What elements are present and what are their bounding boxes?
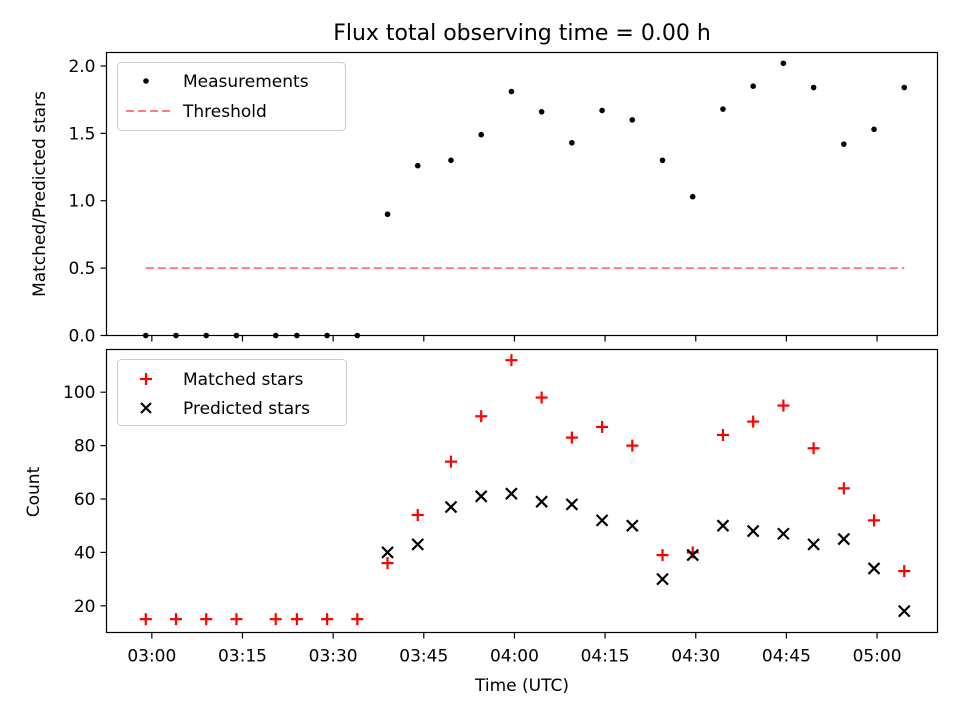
x-tick-label: 04:00 (490, 647, 539, 667)
measurements-point (780, 60, 787, 67)
measurements-point (810, 84, 817, 91)
bottom-y-axis-label: Count (24, 466, 44, 517)
matched-stars-point (716, 428, 729, 441)
legend-threshold-label: Threshold (182, 102, 267, 122)
matched-stars-point (269, 613, 282, 626)
bottom-plot-frame (105, 348, 939, 634)
matched-stars-point (321, 613, 334, 626)
x-tick-label: 03:30 (309, 647, 358, 667)
matched-stars-point (898, 565, 911, 578)
predicted-stars-point (807, 538, 820, 551)
matched-stars-point (475, 410, 488, 423)
predicted-stars-point (474, 490, 488, 503)
measurements-point (599, 107, 605, 114)
matched-stars-point (656, 549, 669, 562)
measurements-point (871, 126, 877, 133)
predicted-stars-point (505, 487, 518, 500)
top-y-tick-label: 0.0 (68, 327, 95, 347)
bottom-y-tick-label: 100 (63, 383, 95, 403)
chart-title: Flux total observing time = 0.00 h (333, 21, 711, 46)
x-tick-label: 04:30 (671, 647, 720, 667)
predicted-stars-point (686, 548, 700, 562)
measurements-point (720, 106, 726, 112)
predicted-stars-point (716, 519, 730, 532)
top-legend: Measurements Threshold (117, 62, 346, 131)
x-tick-label: 04:15 (581, 647, 630, 667)
matched-stars-point (837, 482, 850, 495)
matched-stars-point (200, 613, 213, 626)
matched-stars-point (596, 420, 609, 433)
predicted-stars-point (746, 524, 760, 538)
measurements-point (478, 131, 485, 138)
predicted-stars-point (565, 498, 579, 511)
bottom-legend: Matched stars Predicted stars (117, 359, 347, 426)
measurements-point (901, 84, 908, 91)
bottom-y-tick-label: 20 (74, 597, 96, 617)
measurements-point (750, 83, 756, 89)
legend-matched-marker (140, 373, 152, 385)
measurements-point (689, 193, 696, 200)
top-y-tick-label: 2.0 (68, 57, 95, 77)
matched-stars-point (807, 442, 820, 455)
bottom-y-tick-label: 60 (74, 490, 96, 510)
legend-predicted-label: Predicted stars (183, 399, 310, 419)
matched-stars-point (505, 354, 518, 367)
predicted-stars-point (867, 562, 881, 575)
legend-matched-label: Matched stars (183, 370, 303, 390)
predicted-stars-point (626, 519, 639, 532)
measurements-point (538, 108, 545, 115)
measurements-point (841, 141, 847, 147)
legend-measurements-label: Measurements (183, 72, 309, 92)
measurements-point (384, 211, 391, 218)
x-axis-label: Time (UTC) (474, 676, 569, 696)
top-y-axis-label: Matched/Predicted stars (30, 91, 50, 297)
matched-stars-point (777, 399, 790, 412)
bottom-y-tick-label: 80 (74, 437, 96, 457)
matched-stars-point (411, 509, 424, 522)
top-y-tick-label: 1.0 (68, 192, 95, 212)
matched-stars-point (626, 439, 639, 452)
predicted-stars-point (381, 546, 394, 559)
matched-stars-point (351, 613, 364, 626)
matched-stars-point (139, 613, 152, 626)
predicted-stars-point (444, 500, 458, 514)
measurements-point (629, 117, 636, 123)
x-tick-label: 03:45 (399, 647, 448, 667)
matched-stars-point (444, 455, 457, 468)
predicted-stars-point (897, 604, 911, 618)
matched-stars-point (170, 613, 183, 626)
predicted-stars-point (777, 527, 790, 540)
measurements-point (569, 139, 575, 146)
matched-stars-point (230, 613, 243, 626)
measurements-point (448, 157, 454, 164)
top-plot-frame (105, 51, 939, 337)
predicted-stars-point (535, 495, 548, 508)
matched-stars-point (381, 557, 394, 570)
predicted-stars-point (656, 572, 669, 586)
legend-measurements-marker (143, 78, 149, 84)
bottom-y-tick-label: 40 (74, 543, 96, 563)
predicted-stars-point (837, 532, 851, 546)
measurements-point (414, 162, 421, 169)
predicted-stars-point (411, 538, 425, 551)
measurements-point (508, 88, 515, 95)
measurements-point (659, 157, 666, 164)
legend-predicted-marker (140, 402, 152, 414)
x-tick-label: 05:00 (853, 647, 902, 667)
top-panel: Matched/Predicted stars 0.00.51.01.52.0 … (30, 51, 939, 347)
matched-stars-point (747, 415, 760, 428)
matched-stars-point (868, 514, 881, 527)
top-y-tick-label: 0.5 (68, 259, 95, 279)
matched-stars-point (290, 613, 303, 626)
predicted-stars-point (595, 514, 609, 527)
matched-stars-point (535, 391, 548, 404)
top-y-tick-label: 1.5 (68, 124, 95, 144)
bottom-panel: Count 20 40 60 80 100 03:00 03:15 03:30 03:45 04:… (24, 348, 939, 667)
matched-stars-point (565, 431, 578, 444)
x-tick-label: 03:15 (218, 647, 267, 667)
x-tick-label: 03:00 (127, 647, 176, 667)
x-tick-label: 04:45 (762, 647, 811, 667)
